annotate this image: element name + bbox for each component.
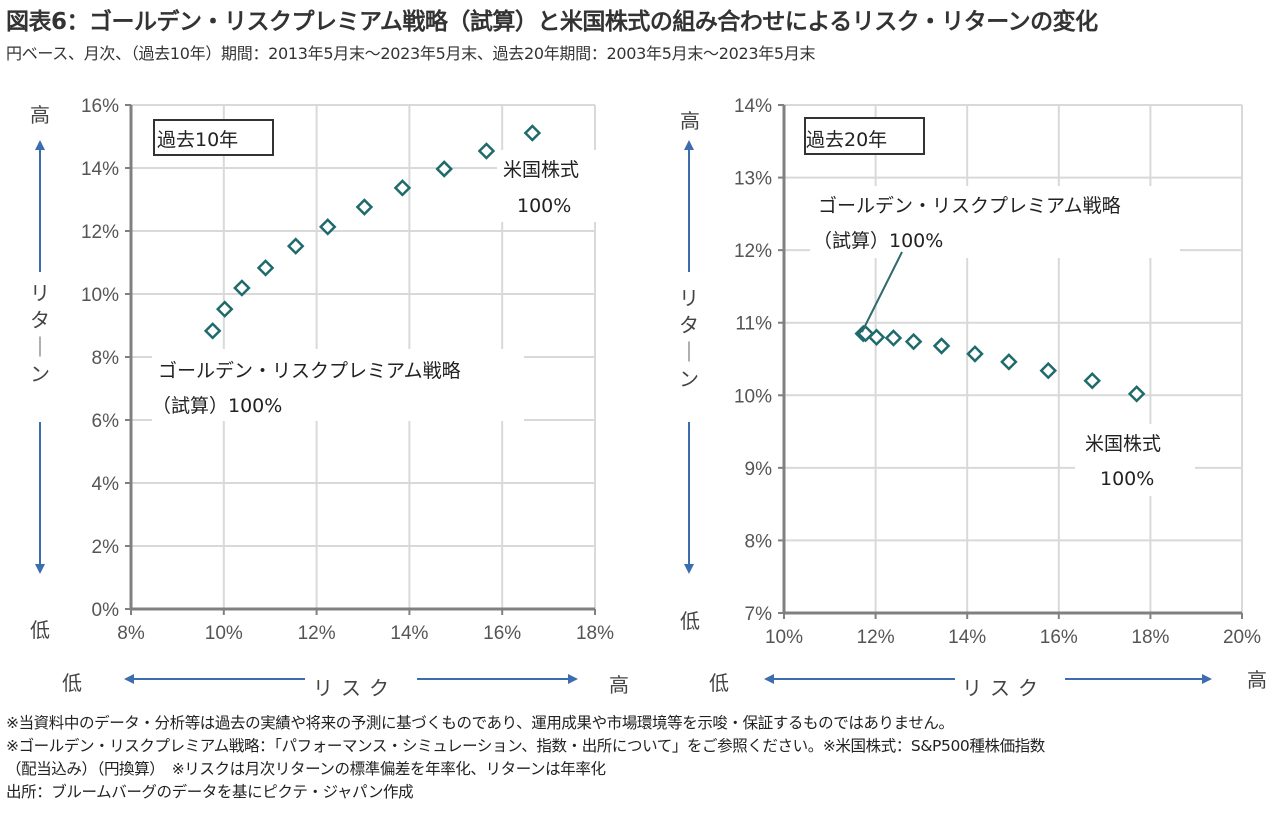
y-tick-label: 4%	[92, 474, 120, 495]
x-tick-label: 8%	[117, 623, 145, 644]
right-golden-leader-line	[861, 251, 903, 333]
data-point	[233, 279, 251, 297]
x-tick-label: 18%	[576, 623, 614, 644]
x-tick-label: 10%	[205, 623, 243, 644]
data-point	[884, 329, 903, 347]
y-tick-label: 6%	[92, 411, 120, 432]
y-tick-label: 8%	[745, 531, 773, 552]
right-us-label-bg	[1075, 424, 1195, 496]
right-y-axis-title: リタ｜ン	[679, 286, 699, 391]
left-x-high-label: 高	[609, 673, 629, 697]
footnote-definitions-cont: （配当込み）（円換算） ※リスクは月次リターンの標準偏差を年率化、リターンは年率…	[6, 760, 606, 778]
left-us-label-line1: 米国株式	[503, 159, 579, 181]
data-point	[435, 160, 453, 178]
data-point	[932, 337, 951, 355]
right-chart-points	[854, 324, 1146, 403]
left-us-label-line2: 100%	[517, 195, 571, 217]
left-chart-axes	[125, 104, 596, 615]
right-panel-title: 過去20年	[806, 129, 887, 151]
footnote-source: 出所：ブルームバーグのデータを基にピクテ・ジャパン作成	[6, 783, 414, 801]
data-point	[1039, 361, 1058, 380]
y-tick-label: 9%	[745, 459, 773, 480]
data-point	[318, 218, 337, 236]
x-tick-label: 14%	[390, 623, 428, 644]
data-point	[355, 198, 374, 216]
right-panel-title-box	[804, 117, 925, 155]
left-chart-tick-labels: 8% 10% 12% 14% 16% 18% 0% 2% 4% 6% 8% 10% 12% 14% 16%	[81, 96, 614, 644]
data-point	[867, 328, 886, 346]
left-y-high-label: 高	[30, 103, 50, 127]
right-y-high-label: 高	[680, 109, 700, 133]
right-golden-label-line2: （試算）100%	[813, 230, 943, 252]
right-golden-label-line1: ゴールデン・リスクプレミアム戦略	[818, 195, 1121, 217]
data-point	[904, 332, 923, 351]
figure-subtitle: 円ベース、月次、（過去10年）期間：2013年5月末～2023年5月末、過去20…	[6, 44, 816, 63]
left-panel-title: 過去10年	[157, 129, 238, 151]
x-tick-label: 18%	[1131, 627, 1169, 648]
right-golden-label-bg	[810, 186, 1180, 258]
right-x-axis-title: リスク	[962, 676, 1046, 700]
footnote-definitions: ※ゴールデン・リスクプレミアム戦略：「パフォーマンス・シミュレーション、指数・出…	[6, 737, 1045, 755]
data-point	[966, 345, 984, 363]
x-tick-label: 12%	[857, 627, 895, 648]
y-tick-label: 14%	[81, 159, 119, 180]
y-tick-label: 12%	[734, 241, 772, 262]
data-point	[256, 259, 275, 277]
footnote-disclaimer: ※当資料中のデータ・分析等は過去の実績や将来の予測に基づくものであり、運用成果や…	[6, 714, 954, 732]
y-tick-label: 14%	[734, 96, 772, 117]
x-tick-label: 12%	[298, 623, 336, 644]
y-tick-label: 13%	[734, 169, 772, 190]
x-tick-label: 20%	[1223, 627, 1261, 648]
data-point	[393, 179, 412, 197]
x-tick-label: 16%	[1040, 627, 1078, 648]
data-point	[477, 142, 496, 160]
right-us-label-line1: 米国株式	[1085, 433, 1161, 455]
left-panel-title-box	[153, 119, 274, 156]
right-x-high-label: 高	[1247, 668, 1267, 692]
left-golden-label-bg	[152, 349, 524, 421]
data-point	[1000, 353, 1018, 371]
y-tick-label: 10%	[734, 386, 772, 407]
footnotes: ※当資料中のデータ・分析等は過去の実績や将来の予測に基づくものであり、運用成果や…	[6, 712, 1045, 804]
left-y-axis-title: リタ｜ン	[30, 281, 50, 386]
data-point	[1127, 385, 1146, 403]
right-chart-tick-labels: 10% 12% 14% 16% 18% 20% 7% 8% 9% 10% 11% 12% 13% 14%	[734, 96, 1261, 648]
left-y-low-label: 低	[30, 618, 50, 642]
right-us-label-line2: 100%	[1100, 468, 1154, 490]
left-golden-label-line1: ゴールデン・リスクプレミアム戦略	[158, 360, 461, 382]
x-tick-label: 14%	[948, 627, 986, 648]
y-tick-label: 2%	[92, 537, 120, 558]
x-tick-label: 16%	[483, 623, 521, 644]
x-tick-label: 10%	[765, 627, 803, 648]
y-tick-label: 10%	[81, 285, 119, 306]
left-x-low-label: 低	[62, 671, 82, 695]
right-y-low-label: 低	[680, 609, 700, 633]
data-point	[523, 124, 542, 142]
y-tick-label: 0%	[92, 600, 120, 621]
figure-title: 図表6：ゴールデン・リスクプレミアム戦略（試算）と米国株式の組み合わせによるリス…	[6, 9, 1098, 35]
y-tick-label: 16%	[81, 96, 119, 117]
y-tick-label: 7%	[745, 604, 773, 625]
left-golden-label-line2: （試算）100%	[152, 395, 282, 417]
left-x-axis-title: リスク	[313, 676, 397, 700]
right-chart-axes	[778, 104, 1243, 619]
left-chart-points	[203, 124, 542, 340]
data-point	[215, 300, 234, 318]
left-us-label-bg	[497, 150, 607, 222]
y-tick-label: 12%	[81, 222, 119, 243]
y-tick-label: 11%	[735, 314, 772, 335]
data-point	[286, 237, 305, 255]
y-tick-label: 8%	[92, 348, 120, 369]
data-point	[203, 322, 222, 340]
right-x-low-label: 低	[709, 671, 729, 695]
data-point	[1083, 372, 1101, 390]
